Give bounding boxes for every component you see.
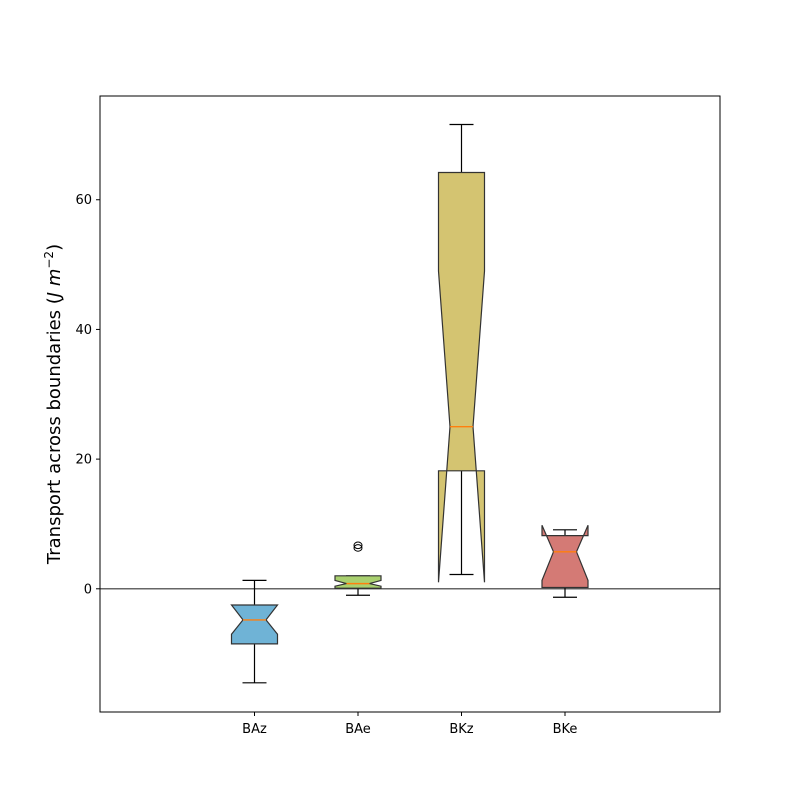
- x-tick-label: BAz: [242, 722, 267, 737]
- y-tick-label: 20: [75, 453, 92, 468]
- x-tick-label: BAe: [345, 722, 371, 737]
- y-tick-label: 60: [75, 193, 92, 208]
- plot-area: [100, 123, 720, 684]
- y-tick-label: 0: [84, 582, 92, 597]
- box-body: [230, 604, 279, 645]
- y-axis: 0 20 40 60: [75, 193, 100, 597]
- y-axis-title-units: J m: [44, 269, 65, 301]
- outlier-point: [353, 544, 363, 552]
- outlier-point: [353, 541, 363, 550]
- y-axis-title-exponent: −2: [42, 251, 56, 269]
- x-tick-label: BKe: [553, 722, 578, 737]
- box-bae: [334, 541, 382, 596]
- x-axis: BAz BAe BKz BKe: [242, 712, 577, 737]
- x-tick-label: BKz: [449, 722, 473, 737]
- y-axis-title: Transport across boundaries (J m−2): [42, 244, 65, 565]
- y-axis-title-prefix: Transport across boundaries (: [44, 297, 65, 565]
- box-bke: [541, 525, 589, 598]
- box-body: [541, 525, 589, 589]
- box-body: [437, 171, 486, 583]
- box-bkz: [437, 123, 486, 583]
- box-body: [334, 575, 382, 589]
- axes-frame: [99, 95, 721, 713]
- y-axis-title-suffix: ): [44, 244, 65, 251]
- y-tick-label: 40: [75, 323, 92, 338]
- box-baz: [230, 579, 279, 684]
